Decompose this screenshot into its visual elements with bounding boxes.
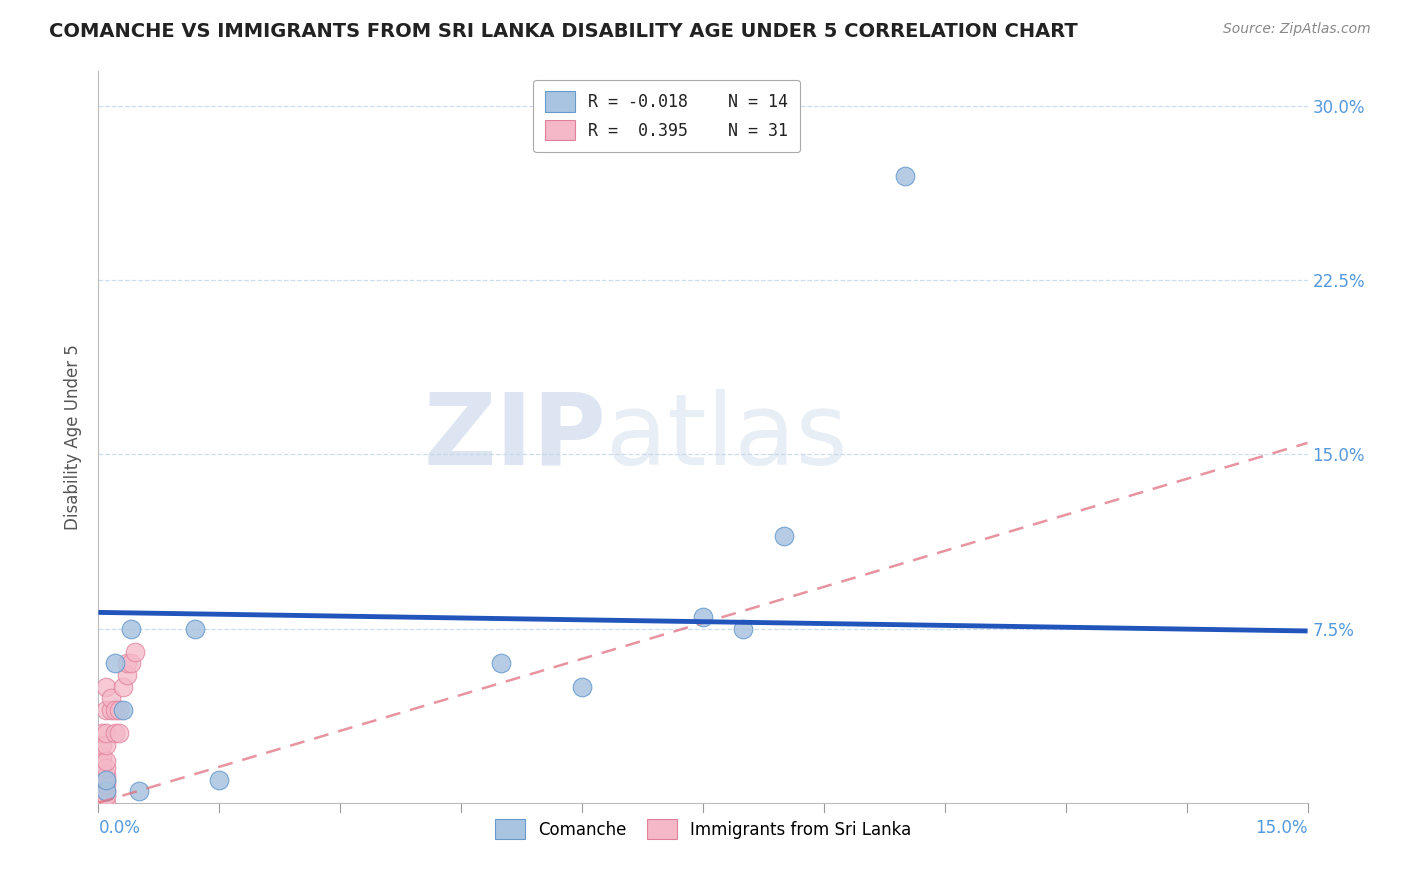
Text: 0.0%: 0.0% [98,819,141,837]
Point [96,761,118,775]
Point [103,726,125,740]
Point [571,680,593,694]
Point [100,703,122,717]
Point [96,777,118,791]
Point [208,772,231,787]
Point [111,703,134,717]
Point [96,726,118,740]
Point [733,622,755,636]
Legend: Comanche, Immigrants from Sri Lanka: Comanche, Immigrants from Sri Lanka [485,809,921,849]
Point [124,645,146,659]
Point [96,784,118,798]
Text: Source: ZipAtlas.com: Source: ZipAtlas.com [1223,22,1371,37]
Point [128,784,150,798]
Point [692,610,714,624]
Point [96,754,118,768]
Y-axis label: Disability Age Under 5: Disability Age Under 5 [65,344,83,530]
Point [107,703,129,717]
Point [184,622,207,636]
Text: ZIP: ZIP [423,389,606,485]
Text: atlas: atlas [606,389,848,485]
Point [96,784,118,798]
Text: 15.0%: 15.0% [1256,819,1308,837]
Point [91,768,114,782]
Point [772,529,794,543]
Point [91,777,114,791]
Point [96,796,118,810]
Point [96,768,118,782]
Point [91,726,114,740]
Point [100,691,122,706]
Point [111,680,134,694]
Point [893,169,915,183]
Point [491,657,513,671]
Point [96,772,118,787]
Point [96,789,118,803]
Point [107,726,129,740]
Point [96,703,118,717]
Point [120,622,142,636]
Point [91,749,114,764]
Text: COMANCHE VS IMMIGRANTS FROM SRI LANKA DISABILITY AGE UNDER 5 CORRELATION CHART: COMANCHE VS IMMIGRANTS FROM SRI LANKA DI… [49,22,1078,41]
Point [103,703,125,717]
Point [120,657,142,671]
Point [91,754,114,768]
Point [96,772,118,787]
Point [91,761,114,775]
Point [103,657,125,671]
Point [115,668,138,682]
Point [91,784,114,798]
Point [91,738,114,752]
Point [96,680,118,694]
Point [115,657,138,671]
Point [96,738,118,752]
